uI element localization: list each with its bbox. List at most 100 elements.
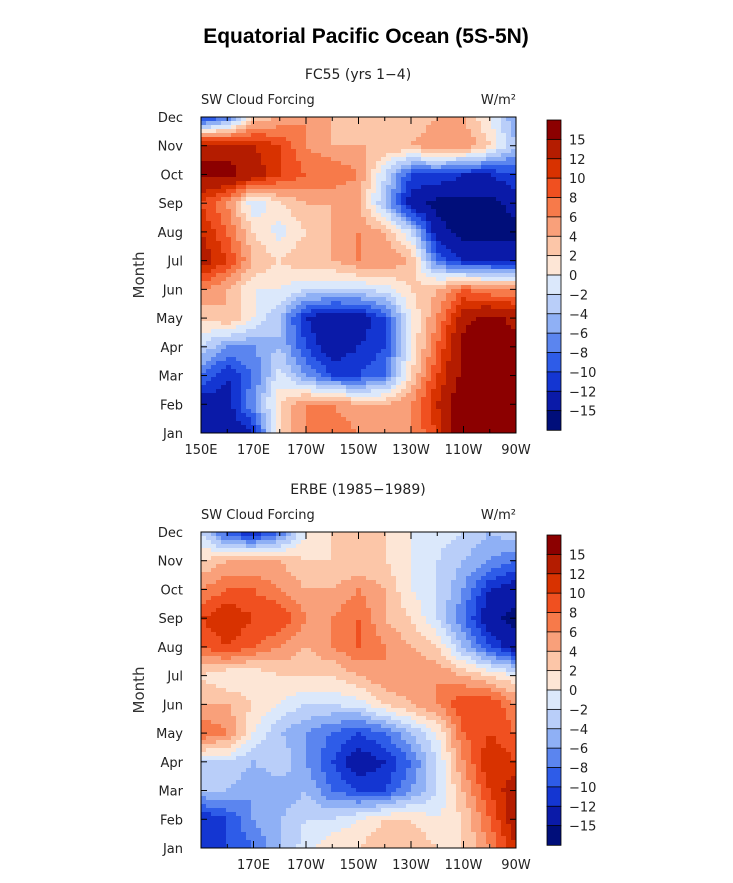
field-cell (361, 325, 367, 330)
field-cell (366, 221, 372, 226)
field-cell (276, 177, 282, 182)
field-cell (401, 161, 407, 166)
field-cell (491, 245, 497, 250)
field-cell (296, 249, 302, 254)
field-cell (461, 125, 467, 130)
field-cell (241, 145, 247, 150)
field-cell (406, 245, 412, 250)
field-cell (406, 313, 412, 318)
field-cell (381, 345, 387, 350)
field-cell (331, 169, 337, 174)
field-cell (476, 369, 482, 374)
field-cell (381, 225, 387, 230)
field-cell (271, 277, 277, 282)
field-cell (211, 297, 217, 302)
field-cell (276, 345, 282, 350)
field-cell (351, 293, 357, 298)
field-cell (216, 429, 222, 434)
field-cell (246, 269, 252, 274)
field-cell (456, 249, 462, 254)
field-cell (236, 417, 242, 422)
field-cell (346, 209, 352, 214)
field-cell (326, 421, 332, 426)
field-cell (371, 185, 377, 190)
field-cell (511, 181, 517, 186)
field-cell (506, 169, 512, 174)
field-cell (221, 353, 227, 358)
field-cell (346, 177, 352, 182)
field-cell (436, 325, 442, 330)
field-cell (311, 353, 317, 358)
field-cell (456, 337, 462, 342)
field-cell (231, 333, 237, 338)
field-cell (451, 137, 457, 142)
field-cell (311, 253, 317, 258)
field-cell (381, 325, 387, 330)
field-cell (251, 185, 257, 190)
field-cell (271, 141, 277, 146)
field-cell (206, 117, 212, 122)
field-cell (406, 205, 412, 210)
field-cell (486, 233, 492, 238)
field-cell (216, 365, 222, 370)
field-cell (441, 373, 447, 378)
field-cell (396, 425, 402, 430)
field-cell (211, 405, 217, 410)
field-cell (416, 197, 422, 202)
field-cell (441, 121, 447, 126)
field-cell (276, 197, 282, 202)
field-cell (216, 289, 222, 294)
field-cell (306, 285, 312, 290)
field-cell (311, 393, 317, 398)
field-cell (346, 277, 352, 282)
field-cell (431, 353, 437, 358)
field-cell (501, 133, 507, 138)
field-cell (401, 333, 407, 338)
field-cell (401, 133, 407, 138)
field-cell (421, 301, 427, 306)
field-cell (436, 353, 442, 358)
field-cell (266, 161, 272, 166)
field-cell (336, 129, 342, 134)
field-cell (456, 133, 462, 138)
field-cell (391, 413, 397, 418)
field-cell (406, 357, 412, 362)
field-cell (286, 209, 292, 214)
field-cell (501, 129, 507, 134)
field-cell (246, 261, 252, 266)
field-cell (351, 161, 357, 166)
field-cell (351, 133, 357, 138)
field-cell (331, 313, 337, 318)
field-cell (436, 269, 442, 274)
field-cell (456, 213, 462, 218)
field-cell (221, 325, 227, 330)
field-cell (341, 425, 347, 430)
field-cell (446, 421, 452, 426)
field-cell (436, 213, 442, 218)
field-cell (341, 225, 347, 230)
field-cell (446, 353, 452, 358)
field-cell (346, 393, 352, 398)
field-cell (381, 417, 387, 422)
field-cell (221, 417, 227, 422)
field-cell (286, 237, 292, 242)
field-cell (361, 117, 367, 122)
field-cell (396, 177, 402, 182)
field-cell (226, 165, 232, 170)
field-cell (296, 221, 302, 226)
field-cell (436, 273, 442, 278)
field-cell (461, 365, 467, 370)
field-cell (311, 129, 317, 134)
field-cell (481, 281, 487, 286)
field-cell (476, 401, 482, 406)
field-cell (271, 385, 277, 390)
field-cell (381, 397, 387, 402)
field-cell (501, 413, 507, 418)
field-cell (211, 197, 217, 202)
field-cell (306, 385, 312, 390)
field-cell (336, 153, 342, 158)
field-cell (286, 353, 292, 358)
field-cell (456, 125, 462, 130)
field-cell (246, 133, 252, 138)
field-cell (256, 237, 262, 242)
